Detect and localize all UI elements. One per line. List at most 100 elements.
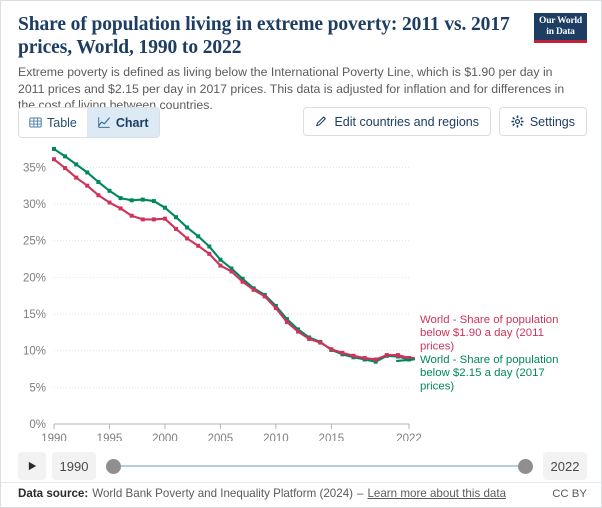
footer-divider: [1, 482, 601, 483]
slider-handle-start[interactable]: [106, 459, 121, 474]
chart-footer: Data source: World Bank Poverty and Ineq…: [18, 487, 587, 500]
edit-countries-label: Edit countries and regions: [334, 114, 479, 129]
series-marker[interactable]: [373, 359, 378, 364]
series-marker[interactable]: [185, 225, 190, 230]
series-marker[interactable]: [384, 353, 389, 358]
series-marker[interactable]: [284, 317, 289, 322]
series-marker[interactable]: [74, 175, 79, 180]
series-marker[interactable]: [340, 350, 345, 355]
x-axis-tick-label: 1990: [41, 433, 67, 441]
logo-line-1: Our World: [539, 16, 582, 26]
series-marker[interactable]: [96, 180, 101, 184]
series-marker[interactable]: [140, 197, 145, 202]
series-marker[interactable]: [207, 244, 212, 249]
series-marker[interactable]: [85, 183, 90, 188]
series-marker[interactable]: [107, 200, 112, 205]
series-marker[interactable]: [284, 320, 289, 325]
series-marker[interactable]: [162, 205, 167, 210]
series-marker[interactable]: [307, 336, 312, 341]
series-marker[interactable]: [52, 147, 56, 151]
y-axis-tick-label: 25%: [23, 236, 46, 248]
edit-countries-button[interactable]: Edit countries and regions: [303, 107, 491, 136]
series-marker[interactable]: [162, 216, 167, 221]
series-marker[interactable]: [74, 162, 79, 167]
series-line[interactable]: [52, 147, 411, 363]
tab-table-label: Table: [47, 115, 77, 130]
series-marker[interactable]: [218, 263, 223, 268]
series-marker[interactable]: [85, 170, 90, 175]
series-marker[interactable]: [351, 353, 356, 358]
series-marker[interactable]: [273, 303, 278, 308]
legend-label[interactable]: World - Share of population: [420, 354, 558, 366]
y-axis-tick-label: 15%: [23, 309, 46, 321]
series-marker[interactable]: [196, 234, 201, 239]
legend-label[interactable]: below $2.15 a day (2017: [420, 367, 545, 379]
view-tabs: Table Chart: [18, 107, 160, 138]
series-marker[interactable]: [218, 257, 223, 262]
series-marker[interactable]: [63, 166, 68, 171]
series-marker[interactable]: [373, 357, 378, 362]
series-marker[interactable]: [318, 340, 323, 345]
y-axis-tick-label: 20%: [23, 272, 46, 284]
legend-label[interactable]: below $1.90 a day (2011: [420, 327, 544, 339]
x-axis-tick-label: 2000: [152, 433, 178, 441]
series-marker[interactable]: [196, 243, 201, 248]
license-label: CC BY: [552, 488, 587, 500]
settings-button[interactable]: Settings: [498, 107, 587, 136]
y-axis-tick-label: 35%: [23, 162, 46, 174]
series-marker[interactable]: [251, 287, 256, 292]
footer-dash: –: [357, 487, 364, 500]
series-marker[interactable]: [140, 217, 145, 222]
legend-label[interactable]: prices): [420, 380, 454, 392]
legend-connector: [395, 355, 416, 360]
series-marker[interactable]: [118, 196, 123, 201]
series-marker[interactable]: [296, 329, 301, 334]
series-marker[interactable]: [262, 294, 267, 299]
series-marker[interactable]: [395, 353, 400, 358]
series-marker[interactable]: [329, 347, 334, 352]
learn-more-link[interactable]: Learn more about this data: [367, 487, 507, 500]
page-title: Share of population living in extreme po…: [18, 14, 510, 58]
series-marker[interactable]: [185, 236, 190, 241]
timeline-start-year[interactable]: 1990: [52, 452, 96, 480]
timeline-slider[interactable]: [104, 452, 535, 480]
series-marker[interactable]: [118, 206, 123, 211]
tab-table[interactable]: Table: [19, 108, 87, 137]
play-button[interactable]: [18, 452, 46, 480]
series-marker[interactable]: [362, 356, 367, 360]
series-marker[interactable]: [151, 199, 156, 204]
play-icon: [27, 460, 38, 472]
legend-label[interactable]: prices): [420, 340, 454, 352]
series-marker[interactable]: [240, 276, 245, 281]
series-marker[interactable]: [229, 266, 234, 271]
series-marker[interactable]: [174, 215, 179, 220]
series-marker[interactable]: [129, 198, 134, 203]
data-source-text: World Bank Poverty and Inequality Platfo…: [92, 487, 354, 500]
series-marker[interactable]: [129, 213, 134, 218]
y-axis-tick-label: 10%: [23, 346, 46, 358]
series-marker[interactable]: [107, 188, 112, 193]
series-marker[interactable]: [296, 327, 301, 332]
logo-line-2: in Data: [546, 27, 575, 37]
chart-header: Share of population living in extreme po…: [18, 13, 564, 114]
series-marker[interactable]: [63, 154, 68, 159]
owid-logo[interactable]: Our World in Data: [534, 13, 587, 43]
series-marker[interactable]: [52, 157, 56, 162]
x-axis-tick-label: 1995: [97, 433, 123, 441]
series-marker[interactable]: [240, 279, 245, 284]
series-marker[interactable]: [273, 306, 278, 311]
data-source-label: Data source:: [18, 487, 89, 500]
tab-chart[interactable]: Chart: [86, 108, 159, 137]
series-marker[interactable]: [229, 269, 234, 274]
slider-handle-end[interactable]: [518, 459, 533, 474]
series-marker[interactable]: [96, 193, 101, 198]
series-marker[interactable]: [207, 251, 212, 256]
x-axis-tick-label: 2022: [396, 433, 422, 441]
line-chart-svg[interactable]: 0% 5% 10% 15% 20% 25% 30% 35% 1990 1995 2000 2005 20…: [1, 141, 602, 441]
timeline-end-year[interactable]: 2022: [543, 452, 587, 480]
series-marker[interactable]: [174, 226, 179, 231]
legend-label[interactable]: World - Share of population: [420, 314, 558, 326]
x-axis-tick-label: 2010: [263, 433, 289, 441]
series-marker[interactable]: [151, 217, 156, 222]
